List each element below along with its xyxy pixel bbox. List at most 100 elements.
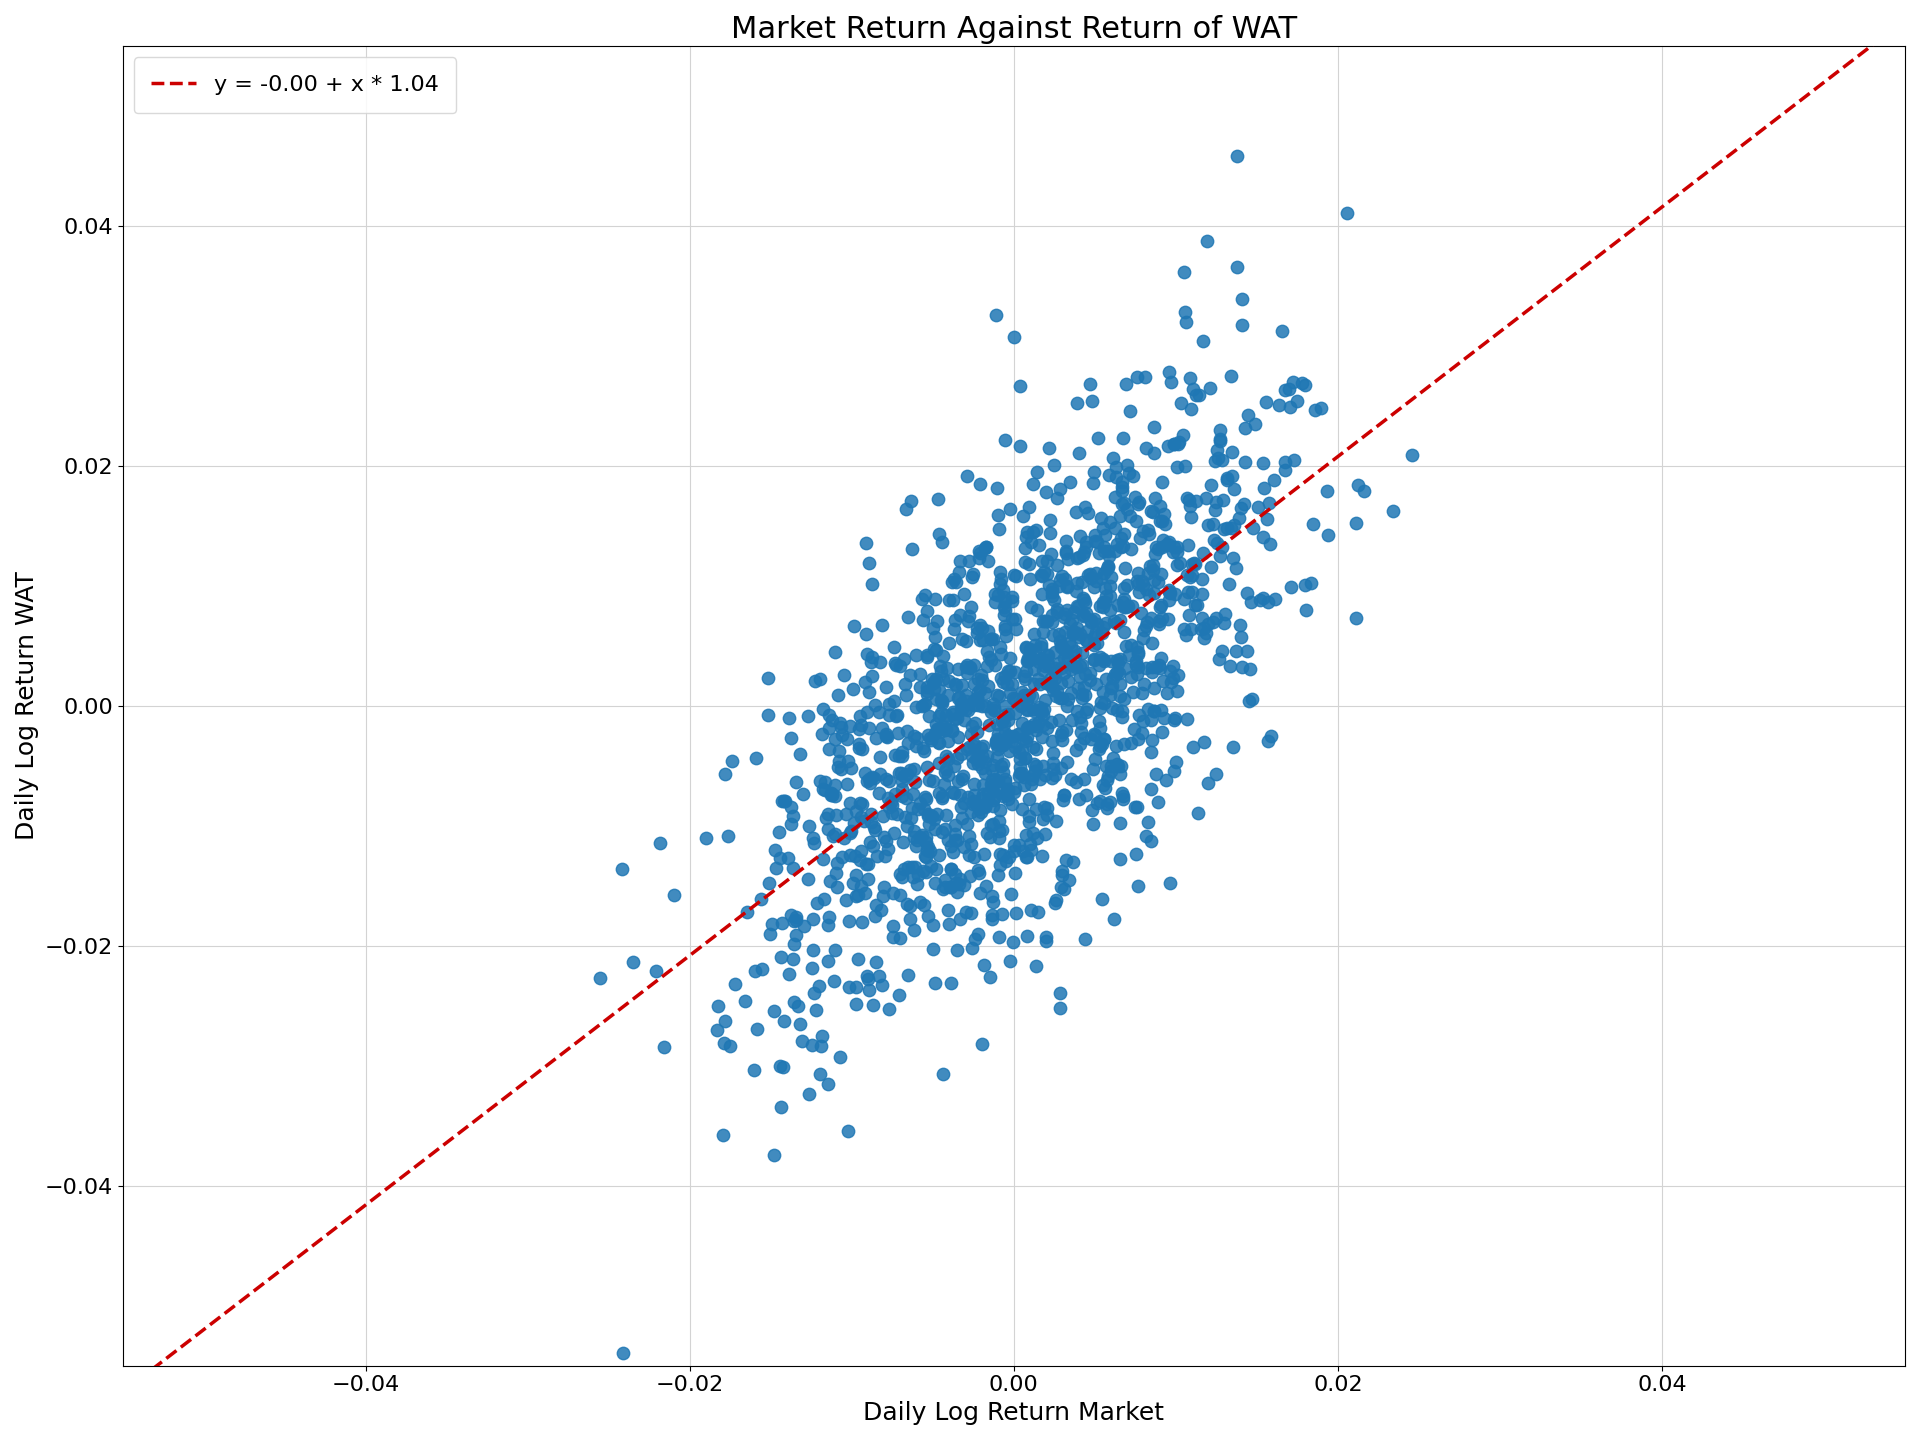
Point [925,655,956,678]
Point [1144,595,1175,618]
Point [1083,631,1114,654]
Point [925,660,956,683]
Point [985,852,1016,876]
Point [1068,683,1098,706]
Point [1150,534,1181,557]
Point [1012,647,1043,670]
Point [933,829,964,852]
Point [977,759,1008,782]
Point [781,923,812,946]
Point [1121,510,1152,533]
Point [950,629,981,652]
Point [1162,536,1192,559]
Point [876,791,906,814]
Point [987,753,1018,776]
Point [899,865,929,888]
Point [854,716,885,739]
Point [981,746,1012,769]
Point [1260,588,1290,611]
Point [1275,576,1306,599]
Point [912,805,943,828]
Point [939,829,970,852]
Point [891,786,922,809]
Point [1137,729,1167,752]
Point [1068,603,1098,626]
Point [939,814,970,837]
Point [964,798,995,821]
Point [1062,547,1092,570]
Point [1148,707,1179,730]
Point [989,768,1020,791]
Point [1104,811,1135,834]
Point [1092,557,1123,580]
Point [952,812,983,835]
Point [1071,531,1102,554]
Point [1089,691,1119,714]
Point [877,881,908,904]
Point [904,791,935,814]
Point [1158,655,1188,678]
Point [900,855,931,878]
Point [753,704,783,727]
Point [939,589,970,612]
Point [993,703,1023,726]
Point [912,788,943,811]
Point [1027,844,1058,867]
Point [1135,740,1165,763]
Point [659,883,689,906]
Point [1158,759,1188,782]
Point [906,588,937,611]
Point [1012,697,1043,720]
Point [1187,567,1217,590]
Point [977,753,1008,776]
Point [1260,468,1290,491]
Point [847,792,877,815]
Point [989,603,1020,626]
Point [808,697,839,720]
Point [904,890,935,913]
Point [981,684,1012,707]
Point [730,989,760,1012]
Point [991,618,1021,641]
Point [1016,840,1046,863]
Point [929,868,960,891]
Point [866,899,897,922]
Point [1006,798,1037,821]
Point [856,572,887,595]
Point [1094,585,1125,608]
Point [929,719,960,742]
Point [1037,611,1068,634]
Point [1004,740,1035,763]
Point [912,802,943,825]
Point [939,863,970,886]
Point [916,668,947,691]
Point [1077,472,1108,495]
Point [956,566,987,589]
Point [1298,513,1329,536]
Point [1236,687,1267,710]
Point [1012,698,1043,721]
Point [1050,602,1081,625]
Point [918,808,948,831]
Point [741,746,772,769]
Point [908,739,939,762]
Point [950,655,981,678]
Point [933,899,964,922]
Point [822,851,852,874]
Point [927,667,958,690]
Point [1102,753,1133,776]
Point [1094,755,1125,778]
Point [1075,562,1106,585]
Point [1144,510,1175,533]
Point [1263,393,1294,416]
Point [973,713,1004,736]
Point [966,786,996,809]
Point [1066,687,1096,710]
Point [1150,769,1181,792]
Point [1021,719,1052,742]
Point [1041,554,1071,577]
Point [987,733,1018,756]
Point [778,857,808,880]
Point [1139,416,1169,439]
Point [868,805,899,828]
